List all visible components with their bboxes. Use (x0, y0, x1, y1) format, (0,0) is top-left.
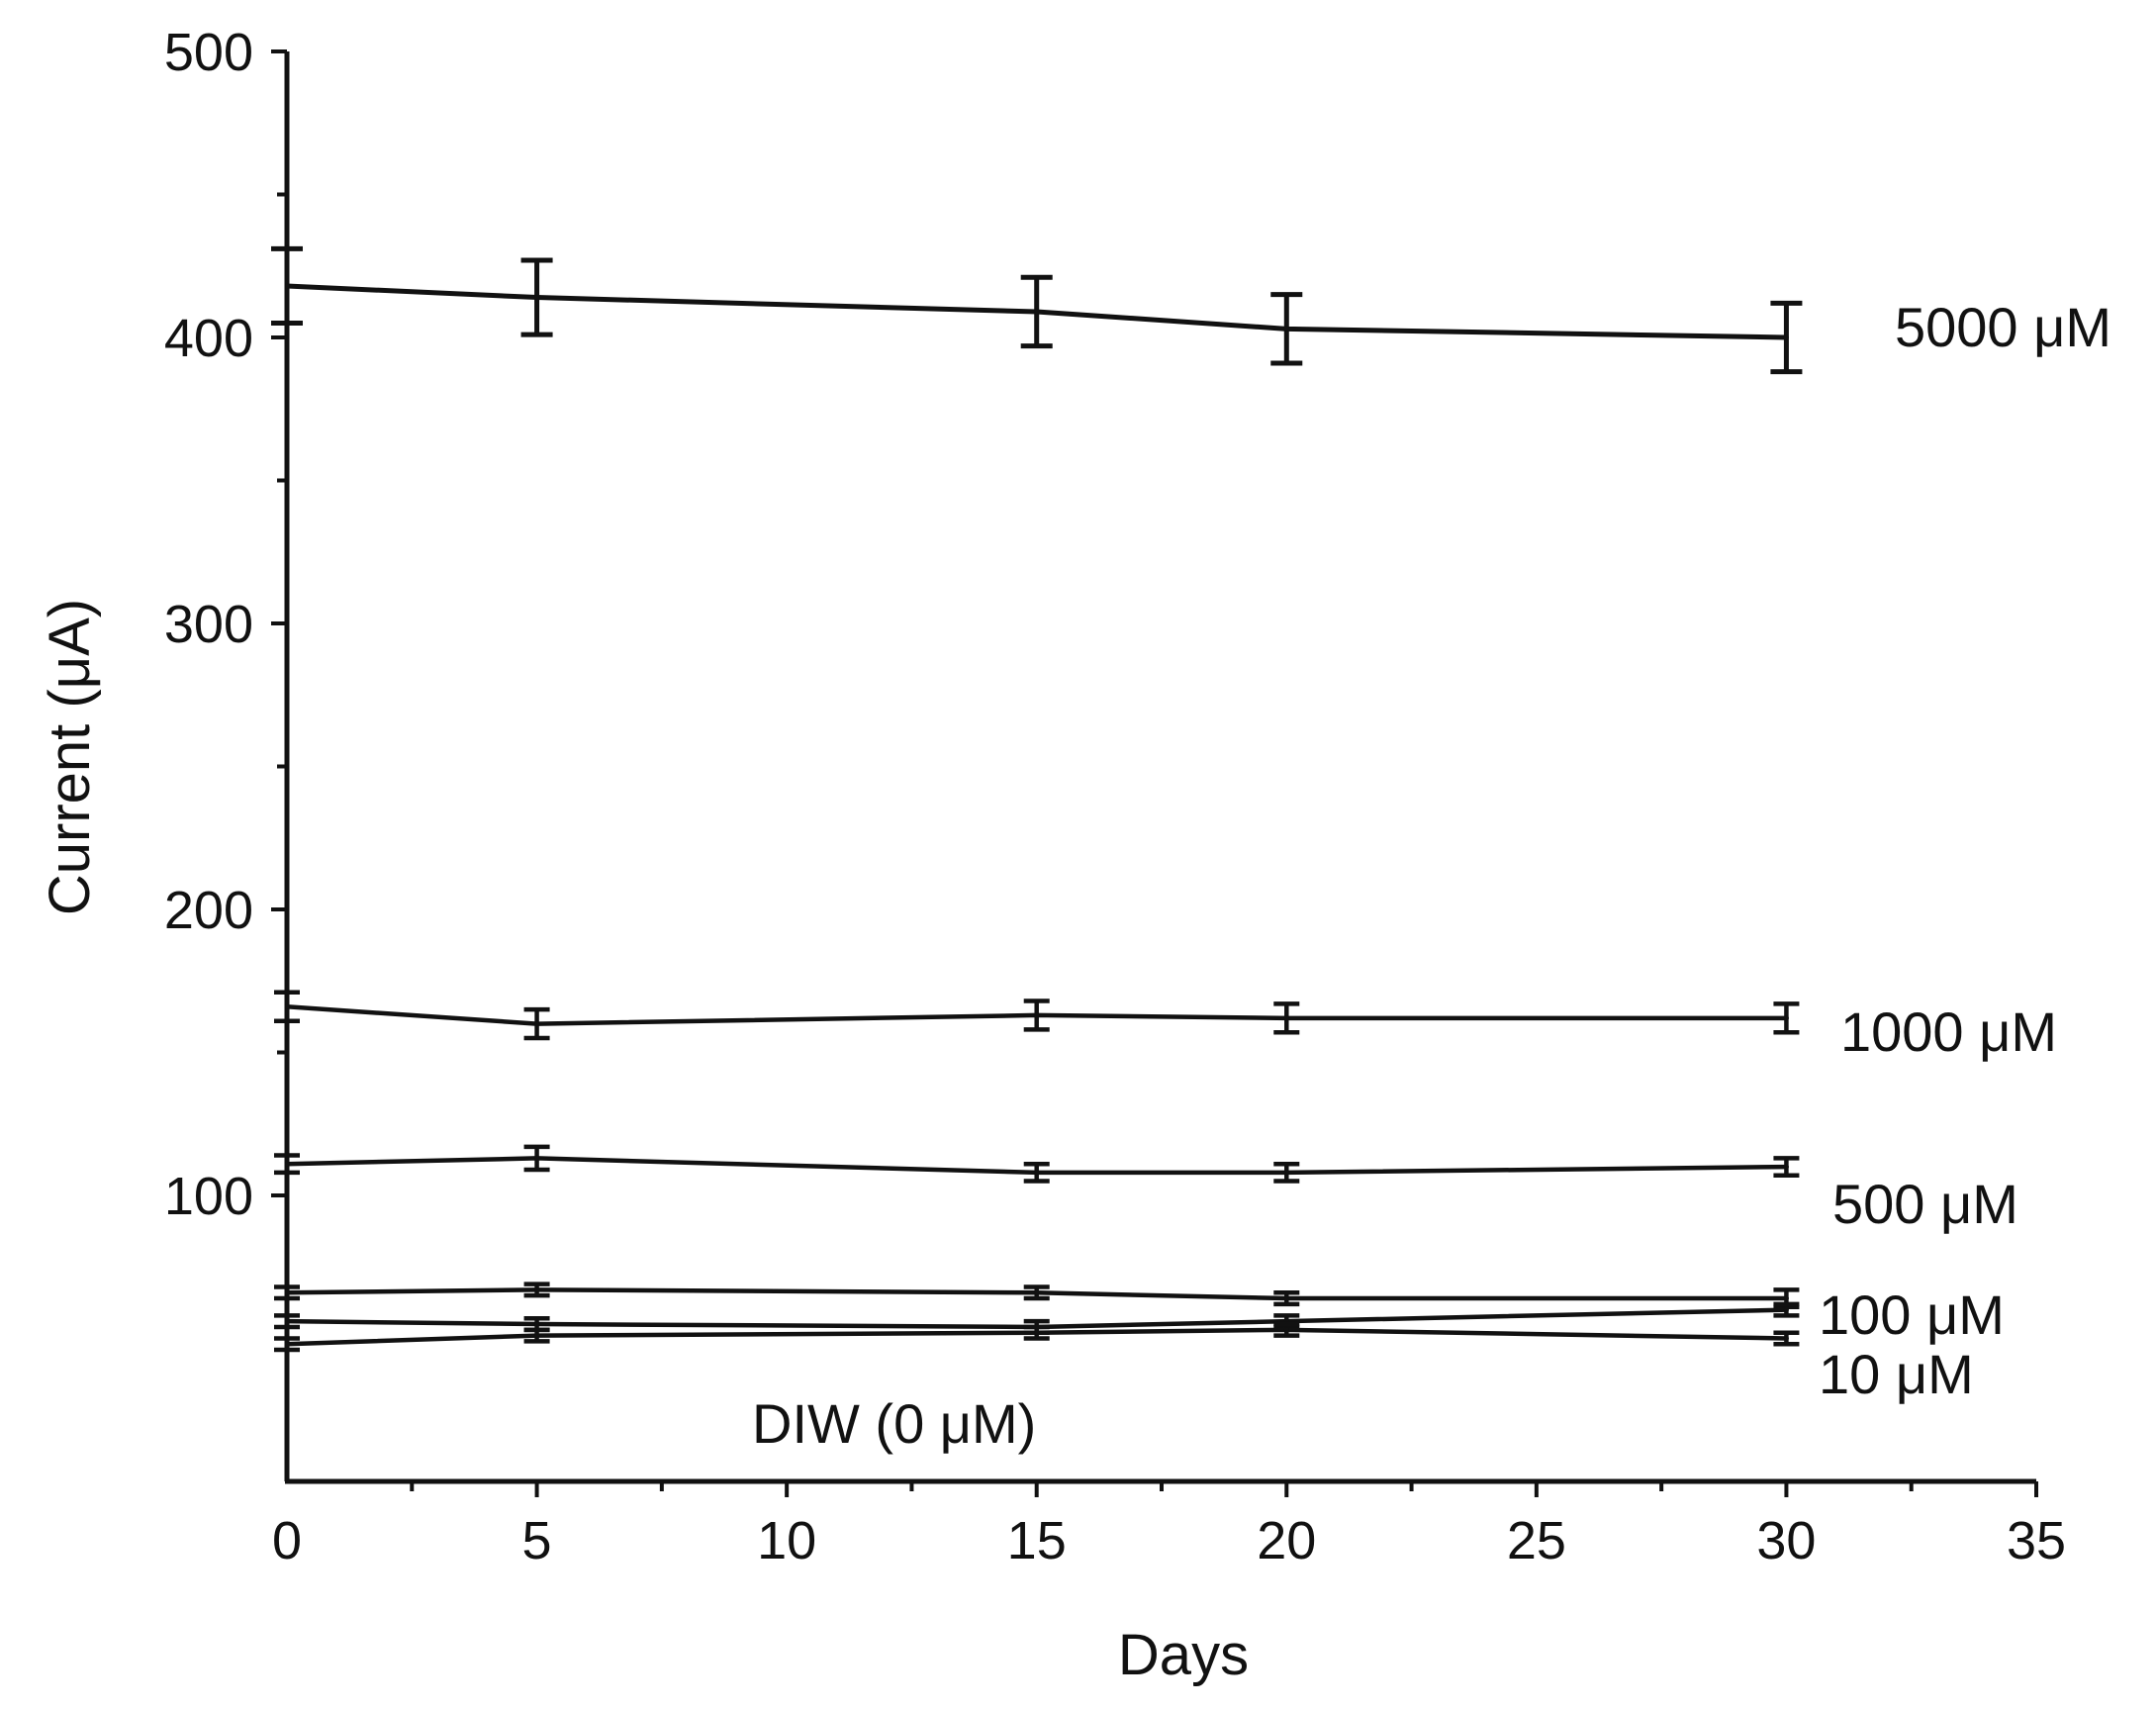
series-label-diw: DIW (0 μM) (752, 1392, 1036, 1455)
y-tick-label: 100 (164, 1167, 253, 1226)
x-tick-label: 0 (272, 1511, 302, 1570)
data-point (1783, 334, 1789, 340)
data-point (1283, 1295, 1289, 1301)
data-point (284, 1318, 290, 1324)
data-point (534, 1286, 540, 1292)
data-point (1034, 309, 1040, 315)
data-point (1783, 1336, 1789, 1341)
data-point (1783, 1164, 1789, 1170)
series-0 (271, 245, 1803, 375)
data-point (1783, 1307, 1789, 1313)
data-point (284, 1341, 290, 1347)
x-ticks: 0 5 10 15 20 25 30 35 (272, 1481, 2066, 1570)
axes: 100 200 300 400 500 0 5 10 15 20 25 30 35 (164, 23, 2066, 1570)
y-tick-label: 300 (164, 595, 253, 654)
series-label-1000: 1000 μM (1840, 1000, 2057, 1063)
x-tick-label: 35 (2007, 1511, 2066, 1570)
data-point (284, 1003, 290, 1009)
data-point (284, 1161, 290, 1167)
y-axis-title: Current (μA) (38, 599, 102, 915)
series-5 (274, 1321, 1800, 1353)
data-point (534, 1155, 540, 1161)
data-point (1783, 1015, 1789, 1021)
series-1 (274, 990, 1800, 1041)
x-axis-title: Days (1118, 1623, 1249, 1687)
x-tick-label: 20 (1257, 1511, 1316, 1570)
data-point (1283, 1327, 1289, 1333)
x-tick-label: 30 (1756, 1511, 1816, 1570)
data-point (534, 1021, 540, 1027)
series-labels: 5000 μM 1000 μM 500 μM 100 μM 10 μM DIW … (752, 296, 2111, 1455)
plot-area (271, 245, 1803, 1353)
data-point (1783, 1295, 1789, 1301)
data-point (534, 295, 540, 301)
data-point (1034, 1012, 1040, 1018)
y-ticks: 100 200 300 400 500 (164, 23, 287, 1341)
x-tick-label: 5 (522, 1511, 552, 1570)
y-tick-label: 200 (164, 881, 253, 940)
data-point (534, 1321, 540, 1327)
x-tick-label: 15 (1007, 1511, 1067, 1570)
data-point (1034, 1170, 1040, 1176)
data-point (1034, 1289, 1040, 1295)
x-tick-label: 25 (1507, 1511, 1566, 1570)
data-point (284, 1289, 290, 1295)
data-point (1034, 1330, 1040, 1336)
data-point (284, 283, 290, 289)
series-label-500: 500 μM (1832, 1173, 2018, 1235)
data-point (1283, 1015, 1289, 1021)
series-2 (274, 1144, 1800, 1184)
data-point (534, 1333, 540, 1339)
data-point (1283, 1170, 1289, 1176)
y-tick-label: 400 (164, 309, 253, 368)
series-label-100: 100 μM (1819, 1283, 2005, 1346)
series-label-5000: 5000 μM (1895, 296, 2111, 358)
x-tick-label: 10 (757, 1511, 816, 1570)
series-3 (274, 1282, 1800, 1309)
series-label-10: 10 μM (1819, 1343, 1974, 1405)
y-tick-label: 500 (164, 23, 253, 82)
data-point (1283, 326, 1289, 332)
